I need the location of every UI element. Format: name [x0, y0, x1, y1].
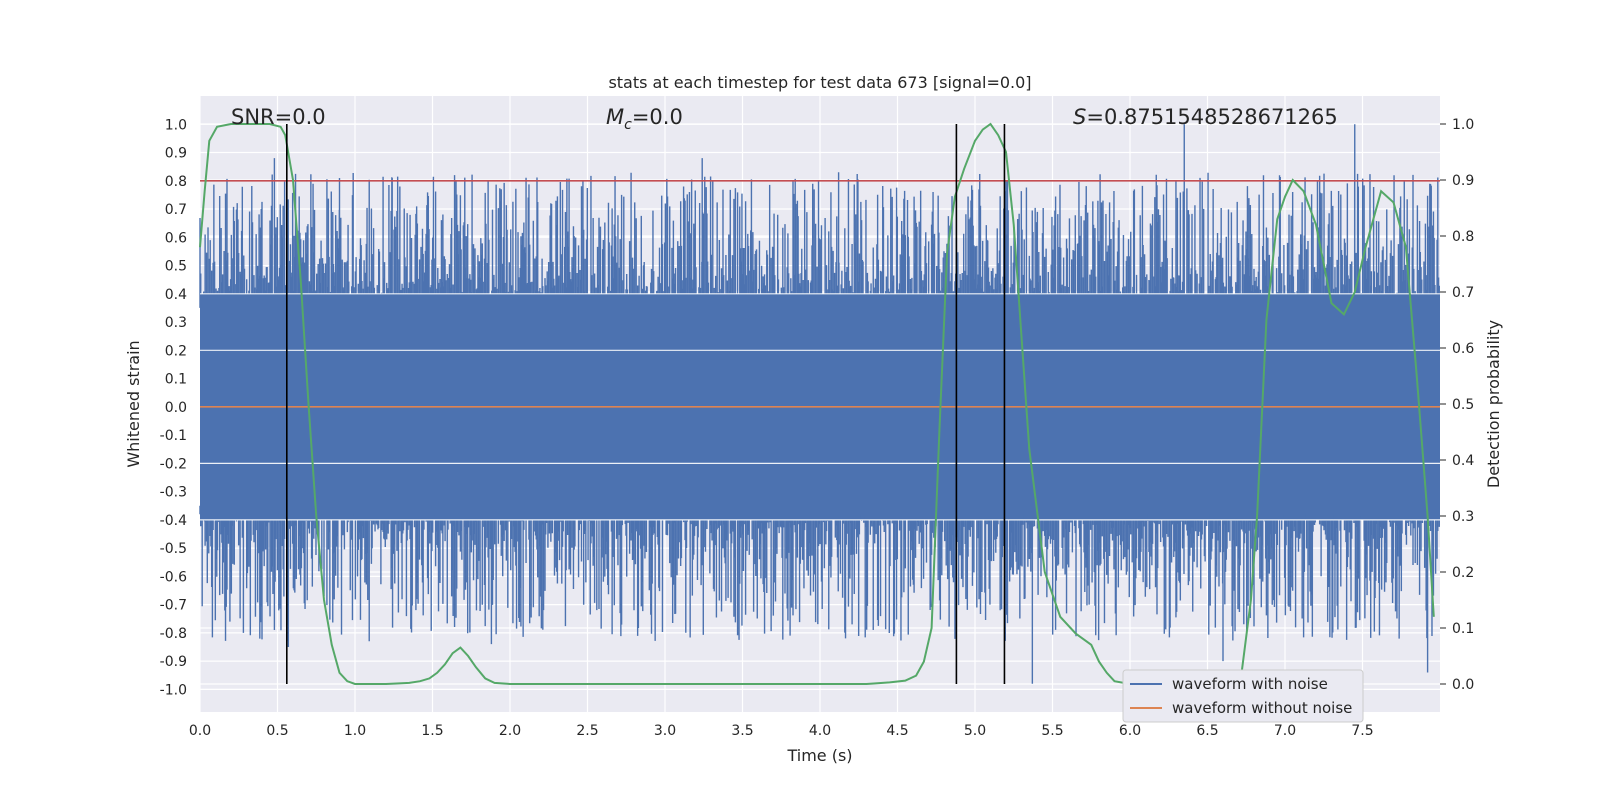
y-tick-label: -0.4: [160, 513, 187, 529]
y-tick-label: -0.8: [160, 626, 187, 642]
y-tick-label: -0.9: [160, 654, 187, 670]
detection-probability-line: [199, 122, 1435, 685]
y-right-tick-label: 0.9: [1452, 173, 1474, 189]
x-tick-label: 4.5: [886, 723, 908, 739]
noise-spike-layer: [199, 124, 1440, 684]
y-tick-label: -1.0: [160, 682, 187, 698]
y-right-tick-label: 0.5: [1452, 397, 1474, 413]
x-tick-label: 5.0: [964, 723, 986, 739]
x-axis-label: Time (s): [786, 746, 852, 765]
vertical-marker-layer: [285, 124, 1006, 684]
y-tick-label: -0.5: [160, 541, 187, 557]
y-right-tick-label: 1.0: [1452, 117, 1474, 133]
y-tick-label: 0.1: [165, 372, 187, 388]
y-right-tick-label: 0.2: [1452, 565, 1474, 581]
chirp-mass-annotation: Mc=0.0: [606, 105, 683, 133]
x-tick-label: 7.5: [1351, 723, 1373, 739]
x-tick-label: 2.0: [499, 723, 521, 739]
y-tick-label: 0.7: [165, 202, 187, 218]
x-tick-label: 3.0: [654, 723, 676, 739]
y-right-tick-label: 0.1: [1452, 621, 1474, 637]
score-annotation: S=0.8751548528671265: [1073, 105, 1338, 129]
y-tick-label: 0.2: [165, 343, 187, 359]
x-tick-label: 6.5: [1196, 723, 1218, 739]
y-right-tick-label: 0.3: [1452, 509, 1474, 525]
y-right-tick-label: 0.8: [1452, 229, 1474, 245]
chirp-mass-symbol: M: [606, 105, 624, 129]
y-tick-label: 0.3: [165, 315, 187, 331]
y-tick-label: -0.7: [160, 598, 187, 614]
snr-annotation: SNR=0.0: [231, 105, 326, 129]
y-tick-label: 1.0: [165, 117, 187, 133]
y-tick-label: 0.5: [165, 259, 187, 275]
x-tick-label: 4.0: [809, 723, 831, 739]
y-axis-right-label: Detection probability: [1484, 320, 1503, 488]
y-tick-label: -0.2: [160, 456, 187, 472]
tick-layer: 0.0 0.5 1.0 1.5 2.0 2.5 3.0 3.5 4.0 4.5 5.0 5.5 6.0 6…: [160, 117, 1475, 739]
x-tick-label: 0.0: [189, 723, 211, 739]
legend-label-clean: waveform without noise: [1172, 699, 1352, 717]
legend: waveform with noise waveform without noi…: [1122, 669, 1364, 723]
score-symbol: S: [1073, 105, 1086, 129]
x-tick-label: 3.5: [731, 723, 753, 739]
x-tick-label: 1.5: [421, 723, 443, 739]
y-tick-label: -0.1: [160, 428, 187, 444]
x-tick-label: 1.0: [344, 723, 366, 739]
y-right-tick-label: 0.0: [1452, 677, 1474, 693]
y-tick-label: 0.9: [165, 146, 187, 162]
y-right-tick-label: 0.6: [1452, 341, 1474, 357]
y-tick-label: -0.3: [160, 485, 187, 501]
x-tick-label: 5.5: [1041, 723, 1063, 739]
y-right-tick-label: 0.7: [1452, 285, 1474, 301]
y-tick-label: -0.6: [160, 569, 187, 585]
line-layer: [199, 122, 1440, 685]
legend-label-noise: waveform with noise: [1172, 675, 1328, 693]
y-axis-label: Whitened strain: [124, 340, 143, 467]
y-tick-label: 0.8: [165, 174, 187, 190]
legend-box: [1122, 669, 1364, 723]
y-right-tick-label: 0.4: [1452, 453, 1474, 469]
x-tick-label: 2.5: [576, 723, 598, 739]
x-tick-label: 7.0: [1274, 723, 1296, 739]
chirp-mass-value: =0.0: [632, 105, 683, 129]
x-tick-label: 6.0: [1119, 723, 1141, 739]
y-tick-label: 0.4: [165, 287, 187, 303]
y-tick-label: 0.0: [165, 400, 187, 416]
x-tick-label: 0.5: [266, 723, 288, 739]
chirp-mass-subscript: c: [624, 117, 632, 133]
score-value: =0.8751548528671265: [1086, 105, 1337, 129]
y-tick-label: 0.6: [165, 230, 187, 246]
chart-title: stats at each timestep for test data 673…: [608, 73, 1031, 92]
noise-spikes-lower: [199, 505, 1440, 684]
